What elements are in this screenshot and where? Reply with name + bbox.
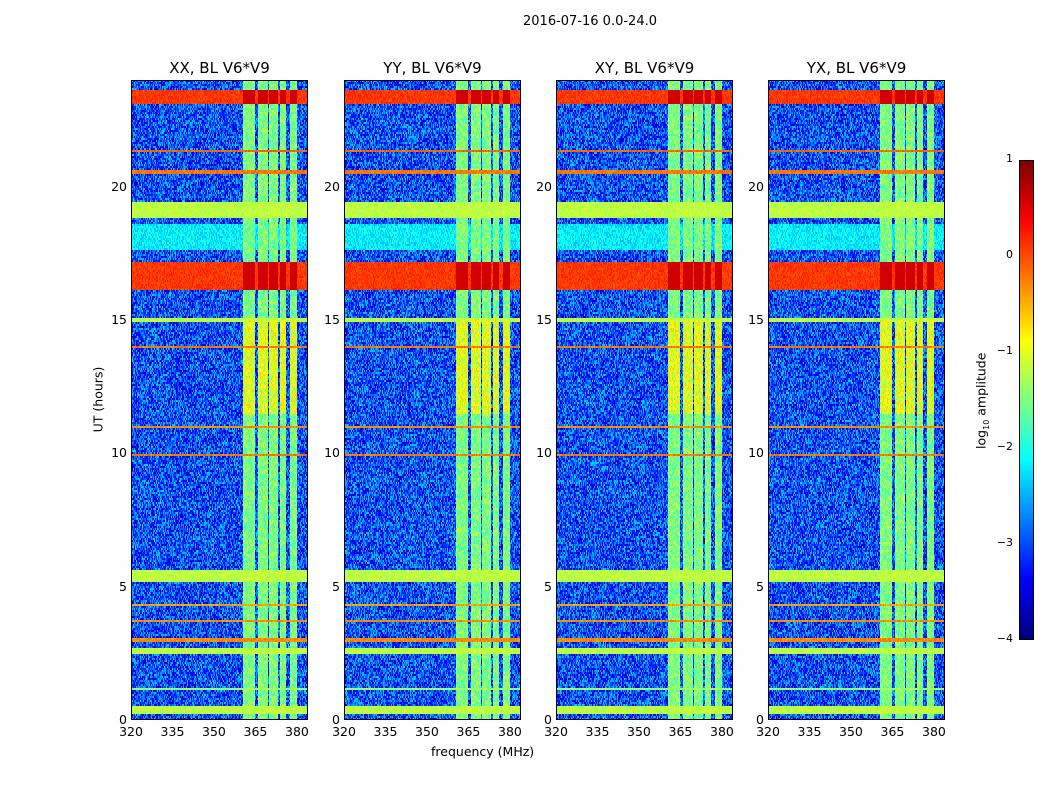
spectrogram-3 — [768, 80, 945, 720]
x-tick-label: 380 — [922, 724, 946, 739]
x-tick-label: 335 — [373, 724, 398, 739]
colorbar-tick-label: −3 — [996, 536, 1013, 549]
panel-frame — [344, 80, 521, 720]
y-tick-label: 20 — [324, 178, 340, 194]
spectrogram-0 — [131, 80, 308, 720]
y-axis-label: UT (hours) — [90, 366, 106, 433]
x-tick-label: 365 — [668, 724, 693, 739]
x-tick-label: 320 — [544, 724, 568, 739]
y-tick-label: 5 — [119, 578, 127, 594]
colorbar-label: log10 amplitude — [973, 352, 991, 449]
y-tick-label: 10 — [748, 445, 764, 461]
y-tick-label: 0 — [332, 712, 340, 727]
panel-frame — [131, 80, 308, 720]
colorbar — [1019, 160, 1034, 640]
y-tick-label: 20 — [748, 178, 764, 194]
x-tick-label: 350 — [839, 724, 863, 739]
panel-title: YX, BL V6*V9 — [806, 59, 907, 77]
panel-title: XY, BL V6*V9 — [594, 59, 695, 77]
panel-frame — [768, 80, 945, 720]
x-axis-label: frequency (MHz) — [431, 744, 535, 759]
y-tick-label: 15 — [536, 312, 552, 327]
x-tick-label: 365 — [456, 724, 481, 739]
x-tick-label: 320 — [119, 724, 143, 739]
y-tick-label: 0 — [756, 712, 764, 727]
y-tick-label: 10 — [324, 445, 340, 461]
x-tick-label: 380 — [710, 724, 734, 739]
x-tick-label: 365 — [243, 724, 268, 739]
x-tick-label: 335 — [160, 724, 185, 739]
colorbar-tick-label: −1 — [996, 344, 1013, 357]
y-tick-label: 15 — [324, 312, 340, 327]
panel-title: XX, BL V6*V9 — [169, 59, 270, 77]
spectrogram-2 — [556, 80, 733, 720]
y-tick-label: 20 — [536, 178, 552, 194]
y-tick-label: 5 — [544, 578, 552, 594]
y-tick-label: 10 — [536, 445, 552, 461]
x-tick-label: 350 — [627, 724, 651, 739]
y-tick-label: 15 — [111, 312, 127, 327]
y-tick-label: 10 — [111, 445, 127, 461]
x-tick-label: 320 — [332, 724, 356, 739]
x-tick-label: 380 — [285, 724, 309, 739]
x-tick-label: 335 — [797, 724, 822, 739]
panel-title: YY, BL V6*V9 — [383, 59, 482, 77]
x-tick-label: 335 — [585, 724, 610, 739]
figure-title: 2016-07-16 0.0-24.0 — [523, 14, 657, 29]
colorbar-tick-label: −4 — [996, 632, 1013, 645]
y-tick-label: 0 — [119, 712, 127, 727]
colorbar-tick-label: 0 — [1006, 248, 1013, 261]
y-tick-label: 0 — [544, 712, 552, 727]
spectrogram-1 — [344, 80, 521, 720]
x-tick-label: 380 — [498, 724, 522, 739]
panel-frame — [556, 80, 733, 720]
colorbar-tick-label: −2 — [996, 440, 1013, 453]
y-tick-label: 15 — [748, 312, 764, 327]
y-tick-label: 5 — [756, 578, 764, 594]
colorbar-tick-label: 1 — [1006, 152, 1013, 165]
y-tick-label: 5 — [332, 578, 340, 594]
y-tick-label: 20 — [111, 178, 127, 194]
x-tick-label: 350 — [415, 724, 439, 739]
x-tick-label: 350 — [202, 724, 226, 739]
x-tick-label: 320 — [756, 724, 780, 739]
x-tick-label: 365 — [880, 724, 905, 739]
